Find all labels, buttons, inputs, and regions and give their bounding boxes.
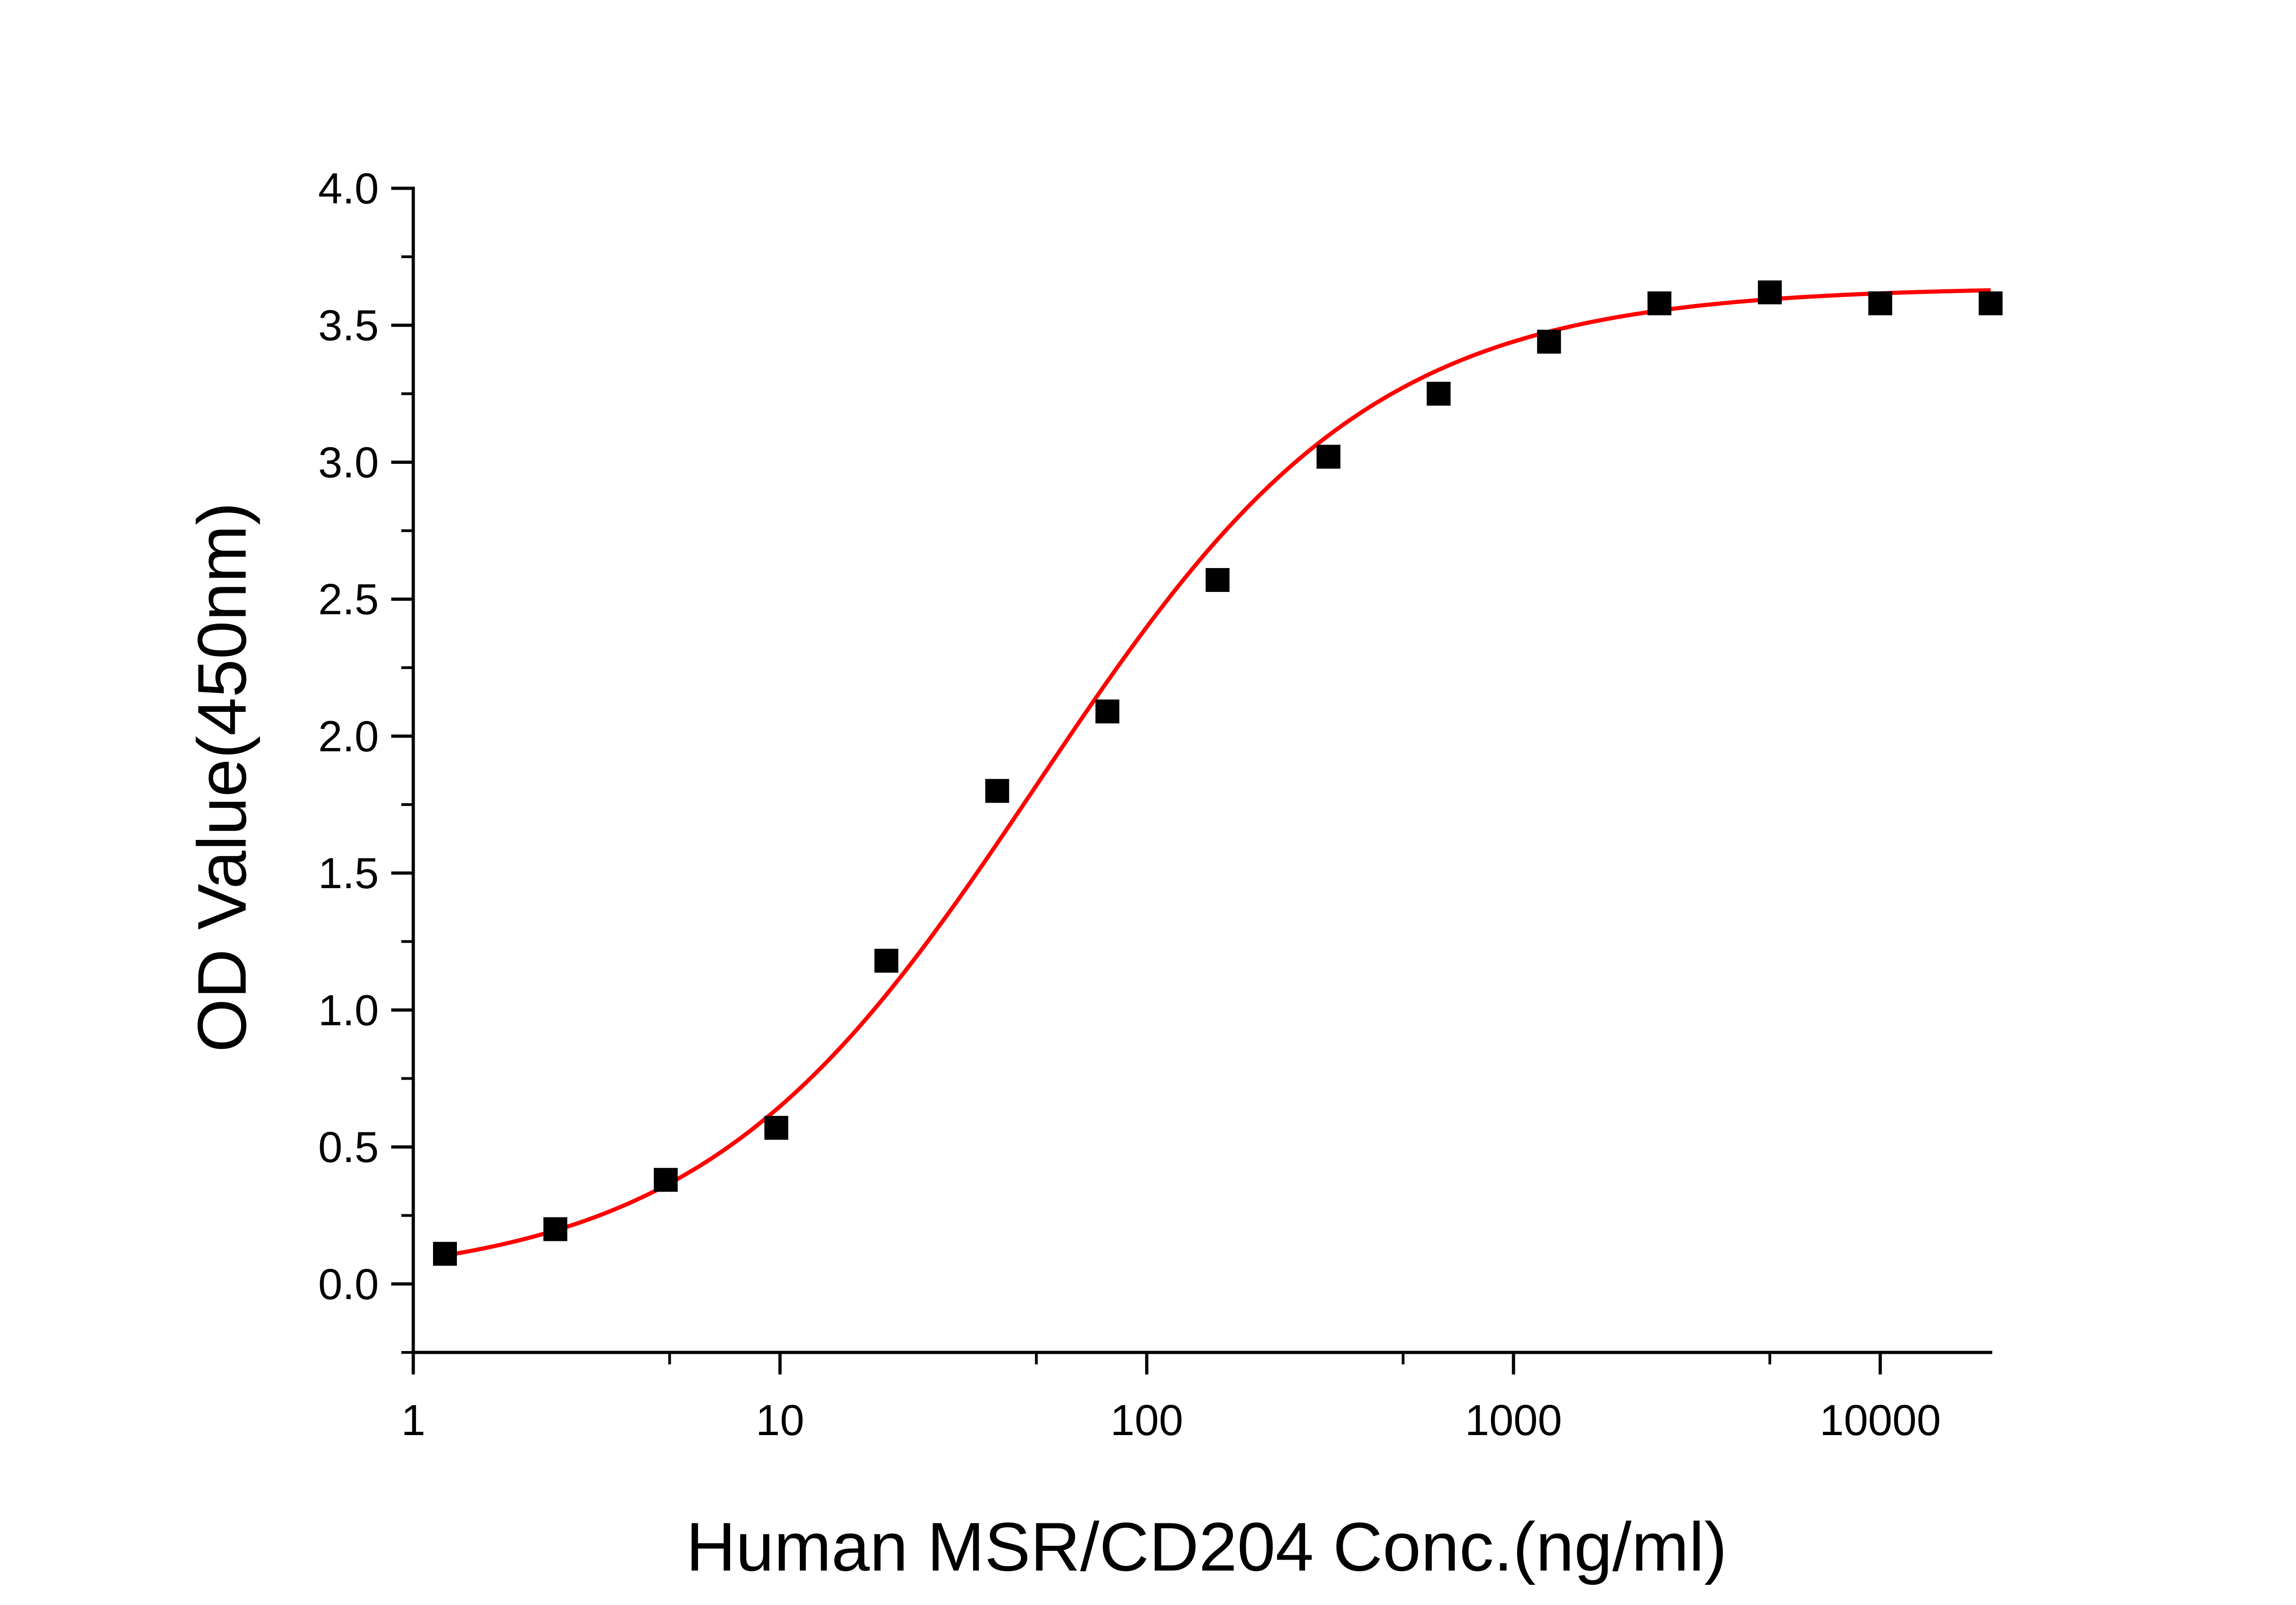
data-point — [1317, 445, 1341, 469]
y-tick-label: 0.0 — [318, 1260, 379, 1309]
x-tick-label: 1000 — [1465, 1396, 1562, 1445]
y-tick-label: 2.0 — [318, 712, 379, 761]
x-tick-label: 100 — [1110, 1396, 1183, 1445]
y-tick-label: 3.5 — [318, 301, 379, 350]
data-point — [764, 1115, 788, 1140]
x-ticks: 1 10 100 1000 10000 — [401, 1352, 1941, 1445]
y-tick-label: 4.0 — [318, 164, 379, 213]
data-point — [1758, 280, 1782, 304]
data-point — [985, 779, 1009, 803]
x-axis-title: Human MSR/CD204 Conc.(ng/ml) — [686, 1508, 1727, 1585]
x-tick-label: 10 — [756, 1396, 805, 1445]
data-point — [1868, 291, 1892, 315]
data-point — [433, 1242, 457, 1266]
data-point — [1979, 291, 2003, 315]
y-tick-label: 0.5 — [318, 1123, 379, 1172]
data-point — [1095, 699, 1120, 724]
y-axis-title: OD Value(450nm) — [183, 502, 260, 1053]
data-point — [1426, 382, 1451, 406]
y-tick-label: 2.5 — [318, 575, 379, 624]
axes — [411, 186, 1992, 1354]
y-tick-label: 1.0 — [318, 986, 379, 1035]
x-tick-label: 10000 — [1819, 1396, 1941, 1445]
fit-curve — [445, 288, 1991, 1258]
data-point — [1205, 568, 1230, 592]
y-tick-label: 3.0 — [318, 438, 379, 487]
y-ticks: 0.0 0.5 1.0 1.5 2.0 2.5 3.0 3.5 4.0 — [318, 164, 413, 1354]
y-tick-label: 1.5 — [318, 849, 379, 898]
data-point — [653, 1168, 678, 1192]
data-point — [1537, 330, 1561, 354]
x-tick-label: 1 — [401, 1396, 426, 1445]
data-points — [433, 280, 2003, 1266]
data-point — [1647, 291, 1671, 315]
data-point — [874, 949, 899, 973]
data-point — [543, 1217, 568, 1241]
